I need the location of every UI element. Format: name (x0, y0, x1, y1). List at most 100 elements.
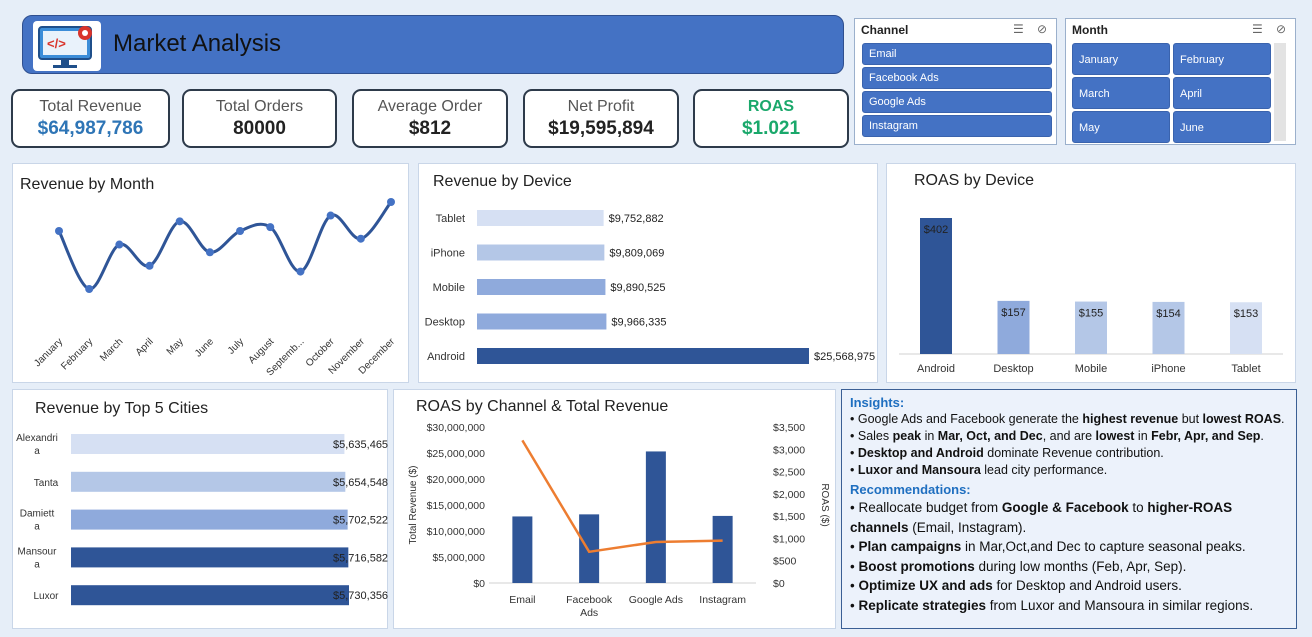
data-point (356, 234, 365, 243)
y-tick-label: Mobile (433, 282, 465, 294)
x-tick-label: August (247, 336, 277, 366)
y2-tick-label: $0 (773, 578, 785, 590)
bar (477, 210, 604, 226)
channel-slicer-item[interactable]: Facebook Ads (862, 67, 1052, 89)
kpi-card: Net Profit $19,595,894 (523, 89, 679, 148)
x-tick-label: Google Ads (629, 594, 683, 606)
chart-title: ROAS by Device (914, 172, 1035, 189)
revenue-by-device-card: Revenue by Device Tablet $9,752,882 iPhone… (418, 163, 878, 383)
data-label: $5,730,356 (333, 590, 388, 602)
y-tick-label: Tablet (436, 213, 465, 225)
y-axis-label: Total Revenue ($) (408, 466, 419, 545)
insight-item: • Luxor and Mansoura lead city performan… (850, 463, 1108, 477)
y-tick-label: Mansour a (18, 546, 58, 570)
data-label: $5,635,465 (333, 439, 388, 451)
revenue-line (57, 201, 393, 291)
x-tick-label: Instagram (699, 594, 746, 606)
slicer-scrollbar[interactable] (1274, 43, 1286, 141)
kpi-card: ROAS $1.021 (693, 89, 849, 148)
channel-slicer-item[interactable]: Google Ads (862, 91, 1052, 113)
kpi-card: Total Revenue $64,987,786 (11, 89, 170, 148)
y-tick-label: $20,000,000 (427, 474, 486, 486)
channel-slicer-item[interactable]: Instagram (862, 115, 1052, 137)
kpi-value: $19,595,894 (548, 118, 654, 139)
x-tick-label: June (193, 336, 216, 359)
roas-by-channel-chart: $0 $5,000,000 $10,000,000 $15,000,000 $20,00… (408, 422, 830, 619)
chart-title: Revenue by Top 5 Cities (35, 400, 209, 417)
channel-slicer: Channel ☰ ⊘ Email Facebook Ads Google Ads I… (854, 18, 1057, 145)
month-slicer-item[interactable]: March (1072, 77, 1170, 109)
revenue-by-month-card: Revenue by Month January February March Apr… (12, 163, 409, 383)
month-slicer-item[interactable]: June (1173, 111, 1271, 143)
bar (997, 300, 1030, 354)
x-tick-label: Facebook Ads (566, 594, 613, 619)
roas-by-device-card: ROAS by Device $402 Android $157 Desktop $15… (886, 163, 1296, 383)
bar (477, 244, 605, 261)
x-tick-label: Tablet (1231, 363, 1260, 375)
channel-slicer-item[interactable]: Email (862, 43, 1052, 65)
data-label: $402 (924, 224, 948, 236)
chart-title: Revenue by Month (20, 176, 155, 193)
y-tick-label: $25,000,000 (427, 448, 486, 460)
bar (477, 313, 607, 330)
x-tick-label: March (98, 336, 125, 363)
month-slicer-item[interactable]: February (1173, 43, 1271, 75)
y-tick-label: iPhone (431, 248, 465, 260)
insight-item: • Sales peak in Mar, Oct, and Dec, and a… (850, 429, 1264, 443)
kpi-label: Total Revenue (39, 98, 142, 115)
x-tick-label: Mobile (1075, 363, 1107, 375)
multi-select-icon[interactable]: ☰ (1252, 22, 1263, 36)
kpi-label: Total Orders (215, 98, 304, 115)
y-tick-label: $15,000,000 (427, 500, 486, 512)
recommendation-item: • Plan campaigns in Mar,Oct,and Dec to c… (850, 539, 1246, 554)
recommendation-item: • Reallocate budget from Google & Facebo… (850, 500, 1233, 535)
y-tick-label: Damiett a (20, 509, 55, 533)
y-tick-label: Android (427, 351, 465, 363)
data-point (387, 198, 395, 206)
data-point (85, 285, 94, 293)
y2-tick-label: $1,500 (773, 511, 805, 523)
clear-filter-icon[interactable]: ⊘ (1276, 22, 1287, 36)
kpi-label: ROAS (747, 98, 795, 115)
bar (1230, 302, 1262, 354)
data-point (175, 217, 184, 226)
y-tick-label: Luxor (33, 591, 59, 602)
data-label: $154 (1156, 308, 1180, 320)
y2-tick-label: $3,500 (773, 422, 805, 434)
clear-filter-icon[interactable]: ⊘ (1037, 22, 1048, 36)
data-label: $9,966,335 (611, 317, 666, 329)
month-slicer-item[interactable]: April (1173, 77, 1271, 109)
bar (71, 509, 348, 530)
y2-tick-label: $2,500 (773, 467, 805, 479)
data-label: $5,702,522 (333, 515, 388, 527)
bar (712, 515, 733, 583)
roas-line (521, 439, 723, 554)
month-slicer-item[interactable]: January (1072, 43, 1170, 75)
chart-title: ROAS by Channel & Total Revenue (416, 398, 669, 415)
page-title: Market Analysis (113, 30, 282, 57)
revenue-by-device-chart: Tablet $9,752,882 iPhone $9,809,069 Mobile $9… (425, 210, 875, 364)
data-point (296, 267, 305, 276)
data-point (55, 227, 63, 235)
y-tick-label: $5,000,000 (432, 552, 485, 564)
data-point (115, 240, 124, 249)
month-slicer-item[interactable]: May (1072, 111, 1170, 143)
chart-title: Revenue by Device (433, 173, 572, 190)
recommendation-item: • Boost promotions during low months (Fe… (850, 558, 1187, 574)
y-tick-label: $30,000,000 (427, 422, 486, 434)
x-tick-label: Android (917, 363, 955, 375)
y-tick-label: $0 (473, 578, 485, 590)
bar (71, 547, 349, 568)
kpi-card: Average Order $812 (352, 89, 508, 148)
kpi-label: Net Profit (567, 98, 635, 115)
data-label: $5,716,582 (333, 552, 388, 564)
x-tick-label: February (59, 336, 95, 372)
multi-select-icon[interactable]: ☰ (1013, 22, 1024, 36)
data-point (326, 211, 335, 220)
recommendations-heading: Recommendations: (850, 482, 971, 497)
data-label: $153 (1234, 308, 1258, 320)
bar (1075, 301, 1107, 354)
x-tick-label: May (165, 336, 186, 357)
kpi-value: $812 (408, 118, 452, 139)
